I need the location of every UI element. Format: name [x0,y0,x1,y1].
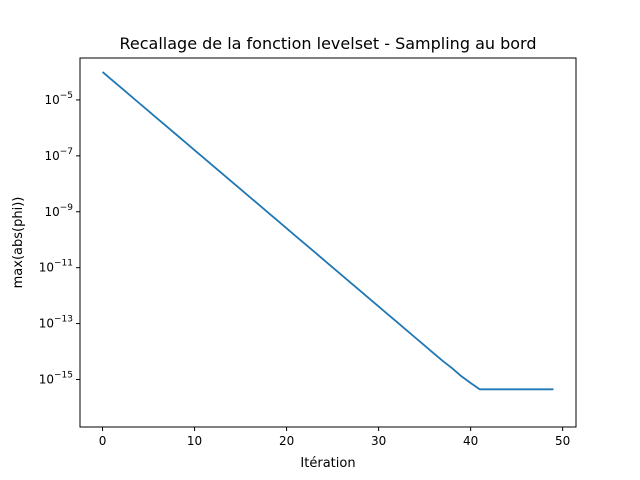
x-axis: 0 10 20 30 40 50 [99,427,570,448]
x-tick-label: 10 [187,434,202,448]
y-axis: 10−15 10−13 10−11 10−9 10−7 10−5 [39,91,80,386]
y-tick-label: 10−15 [39,370,73,386]
y-tick-label: 10−5 [44,91,73,107]
x-axis-label: Itération [300,456,355,471]
x-tick-label: 50 [555,434,570,448]
y-tick-label: 10−7 [44,147,73,163]
y-tick-label: 10−9 [44,203,73,219]
x-tick-label: 20 [279,434,294,448]
y-tick-label: 10−13 [39,315,73,331]
y-axis-label: max(abs(phi)) [11,197,26,289]
series-line [101,71,554,391]
x-tick-label: 0 [99,434,107,448]
chart-title: Recallage de la fonction levelset - Samp… [120,34,537,53]
x-tick-label: 30 [371,434,386,448]
plot-frame [79,57,577,428]
y-tick-label: 10−11 [39,259,73,275]
x-tick-label: 40 [463,434,478,448]
